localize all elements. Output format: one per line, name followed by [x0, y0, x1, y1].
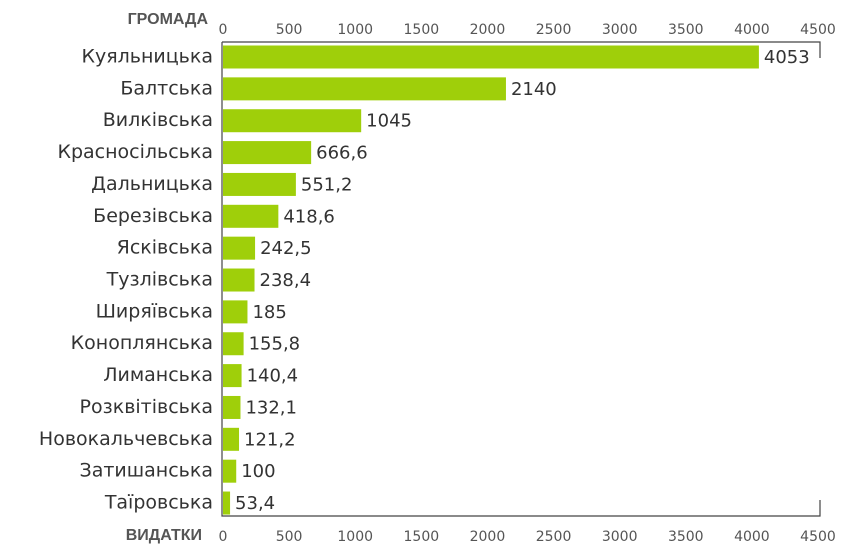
- bar: [223, 45, 759, 69]
- data-label: 666,6: [316, 143, 368, 164]
- y-tick-label: Куяльницька: [81, 46, 213, 68]
- y-tick-label: Розквітівська: [80, 396, 213, 418]
- bar: [223, 395, 241, 419]
- x-tick-label-top: 3000: [602, 22, 638, 38]
- data-label: 185: [252, 302, 286, 323]
- data-label: 155,8: [249, 334, 301, 355]
- data-label: 140,4: [247, 366, 299, 387]
- y-tick-label: Вилківська: [103, 109, 213, 131]
- bar: [223, 300, 248, 324]
- bar: [223, 364, 242, 388]
- y-tick-label: Лиманська: [103, 364, 213, 386]
- y-tick-label: Новокальчевська: [39, 428, 213, 450]
- x-tick-label-top: 1000: [337, 22, 373, 38]
- y-tick-label: Затишанська: [80, 460, 213, 482]
- x-tick-label-bottom: 500: [276, 529, 303, 545]
- y-axis-label: ГРОМАДА: [128, 11, 209, 28]
- x-tick-label-bottom: 4500: [800, 529, 836, 545]
- x-tick-label-top: 4500: [800, 22, 836, 38]
- bar: [223, 204, 279, 228]
- x-tick-label-top: 4000: [734, 22, 770, 38]
- y-tick-label: Дальницька: [91, 173, 213, 195]
- axis-frame: [221, 41, 821, 517]
- x-tick-label-top: 2000: [470, 22, 506, 38]
- bar: [223, 427, 240, 451]
- data-label: 551,2: [301, 174, 353, 195]
- y-tick-label: Таїровська: [104, 492, 213, 514]
- data-label: 418,6: [283, 206, 335, 227]
- y-tick-label: Тузлівська: [106, 269, 213, 291]
- data-label: 132,1: [245, 397, 297, 418]
- y-tick-label: Красносільська: [57, 141, 213, 163]
- y-tick-label: Ясківська: [117, 237, 213, 259]
- bar: [223, 236, 256, 260]
- bar: [223, 172, 296, 196]
- x-tick-label-bottom: 2000: [470, 529, 506, 545]
- x-tick-label-bottom: 1000: [337, 529, 373, 545]
- data-label: 100: [241, 461, 275, 482]
- x-tick-label-bottom: 3500: [668, 529, 704, 545]
- x-tick-label-top: 2500: [536, 22, 572, 38]
- bar: [223, 141, 312, 165]
- bar: [223, 332, 244, 356]
- x-axis-label: ВИДАТКИ: [126, 527, 202, 544]
- x-tick-label-bottom: 2500: [536, 529, 572, 545]
- data-label: 238,4: [260, 270, 312, 291]
- x-tick-label-top: 500: [276, 22, 303, 38]
- bar: [223, 109, 362, 133]
- y-tick-label: Ширяївська: [96, 300, 213, 322]
- x-tick-label-bottom: 3000: [602, 529, 638, 545]
- bar: [223, 491, 231, 515]
- data-label: 121,2: [244, 429, 296, 450]
- data-label: 242,5: [260, 238, 312, 259]
- data-label: 2140: [511, 79, 557, 100]
- x-tick-label-bottom: 4000: [734, 529, 770, 545]
- y-tick-label: Коноплянська: [71, 332, 213, 354]
- y-tick-label: Балтська: [120, 77, 213, 99]
- x-tick-label-bottom: 1500: [404, 529, 440, 545]
- bar: [223, 77, 506, 101]
- x-tick-label-top: 0: [219, 22, 228, 38]
- x-tick-label-top: 1500: [404, 22, 440, 38]
- y-tick-label: Березівська: [93, 205, 213, 227]
- data-label: 53,4: [235, 493, 275, 514]
- bar: [223, 268, 255, 292]
- bar: [223, 459, 237, 483]
- x-tick-label-top: 3500: [668, 22, 704, 38]
- x-tick-label-bottom: 0: [219, 529, 228, 545]
- data-label: 4053: [764, 47, 810, 68]
- data-label: 1045: [366, 111, 412, 132]
